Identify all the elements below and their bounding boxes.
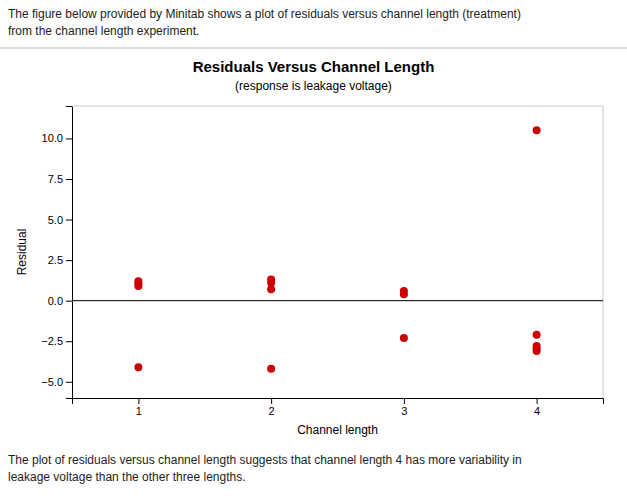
y-tick-label: 0.0 (48, 295, 63, 307)
point (533, 347, 541, 355)
point (400, 290, 408, 298)
point (267, 285, 275, 293)
footer-text: leakage voltage than the other three len… (8, 470, 246, 484)
y-tick: 5.0 (48, 214, 72, 226)
y-tick-mark (66, 220, 72, 221)
x-tick: 4 (534, 398, 540, 417)
y-axis-line (66, 107, 73, 399)
plot-frame (72, 106, 603, 107)
y-tick: −5.0 (41, 376, 72, 388)
x-axis: 1 2 3 4 (73, 398, 604, 417)
x-tick-label: 2 (269, 405, 275, 417)
x-tick: 2 (269, 398, 275, 417)
point (400, 334, 408, 342)
y-tick-label: −5.0 (41, 376, 63, 388)
x-tick-mark (271, 398, 272, 404)
x-tick: 3 (401, 398, 407, 417)
y-axis: −5.0 −2.5 0.0 2.5 5.0 7.5 10.0 (41, 107, 72, 399)
plot: 1 2 3 4 −5.0 −2.5 0.0 2.5 5.0 7.5 10.0 Channel leng… (15, 106, 604, 437)
title: Residuals Versus Channel Length (193, 58, 435, 75)
x-axis-line (73, 399, 604, 405)
y-tick: 10.0 (42, 132, 72, 144)
y-tick: 0.0 (48, 295, 72, 307)
marks (72, 126, 603, 372)
point (267, 365, 275, 373)
y-tick-label: −2.5 (41, 335, 63, 347)
x-tick-label: 4 (534, 405, 540, 417)
x-tick-label: 3 (401, 405, 407, 417)
x-axis-title: Channel length (297, 423, 378, 437)
point (134, 363, 142, 371)
x-tick: 1 (136, 398, 142, 417)
y-tick: −2.5 (41, 335, 72, 347)
y-tick-mark (66, 179, 72, 180)
point (533, 331, 541, 339)
y-tick-mark (66, 341, 72, 342)
x-tick-mark (537, 398, 538, 404)
reference-line (72, 300, 603, 301)
point (533, 126, 541, 134)
x-tick-label: 1 (136, 405, 142, 417)
y-tick-mark (66, 138, 72, 139)
y-tick-label: 2.5 (48, 254, 63, 266)
header-divider (0, 48, 627, 49)
point (134, 282, 142, 290)
header-text: The figure below provided by Minitab sho… (8, 7, 521, 21)
y-tick-label: 7.5 (48, 173, 63, 185)
header-text: from the channel length experiment. (8, 24, 199, 38)
subtitle: (response is leakage voltage) (235, 79, 392, 93)
plot-frame (603, 106, 604, 398)
y-tick-mark (66, 260, 72, 261)
y-tick: 7.5 (48, 173, 72, 185)
y-tick-mark (66, 382, 72, 383)
y-tick-label: 5.0 (48, 214, 63, 226)
chart: The figure below provided by Minitab sho… (0, 0, 627, 498)
footer-text: The plot of residuals versus channel len… (8, 453, 522, 467)
y-tick-mark (66, 301, 72, 302)
y-tick: 2.5 (48, 254, 72, 266)
y-axis-title: Residual (15, 229, 29, 276)
x-tick-mark (138, 398, 139, 404)
x-tick-mark (404, 398, 405, 404)
y-tick-label: 10.0 (42, 132, 63, 144)
